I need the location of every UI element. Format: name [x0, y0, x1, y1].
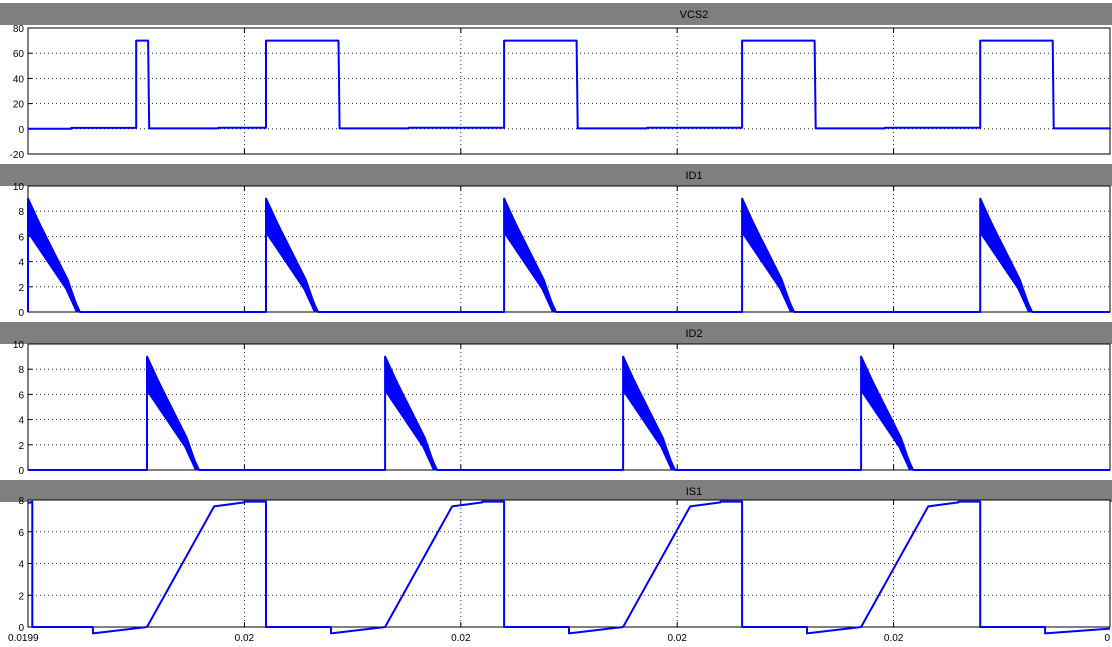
ripple-band	[623, 356, 675, 470]
ripple-band	[385, 356, 437, 470]
y-tick-label: 10	[13, 340, 25, 351]
y-tick-label: 2	[18, 591, 24, 602]
panel-title: VCS2	[680, 9, 709, 21]
x-tick-label: 0.02	[235, 633, 255, 644]
y-tick-label: 8	[18, 496, 24, 507]
ripple-band	[742, 198, 795, 312]
title-bar-2	[0, 164, 1112, 186]
y-tick-label: 60	[13, 49, 25, 60]
ripple-band	[861, 356, 914, 470]
y-tick-label: 4	[18, 416, 24, 427]
y-tick-label: 0	[18, 125, 24, 136]
y-tick-label: 0	[18, 308, 24, 319]
y-tick-label: -20	[10, 150, 25, 161]
x-tick-label: 0.02	[451, 633, 471, 644]
title-bar-4	[0, 480, 1112, 502]
panel-title: ID1	[685, 170, 702, 182]
y-tick-label: 2	[18, 283, 24, 294]
y-tick-label: 6	[18, 528, 24, 539]
y-tick-label: 0	[18, 466, 24, 477]
y-tick-label: 6	[18, 390, 24, 401]
ripple-band	[28, 198, 80, 312]
x-tick-label: 0	[1104, 633, 1110, 644]
y-tick-label: 6	[18, 232, 24, 243]
plot-area	[27, 27, 1111, 155]
plot-area	[27, 343, 1111, 471]
ripple-band	[504, 198, 556, 312]
ripple-band	[980, 198, 1033, 312]
y-tick-label: 4	[18, 560, 24, 571]
series-trace-IS1	[27, 500, 1111, 635]
x-tick-label: 0.02	[667, 633, 687, 644]
x-tick-label: 0.02	[884, 633, 904, 644]
y-tick-label: 40	[13, 74, 25, 85]
y-tick-label: 80	[13, 24, 25, 35]
y-tick-label: 2	[18, 441, 24, 452]
x-tick-label: 0.0199	[8, 633, 39, 644]
y-tick-label: 8	[18, 365, 24, 376]
y-tick-label: 4	[18, 258, 24, 269]
y-tick-label: 0	[18, 623, 24, 634]
plot-area	[27, 185, 1111, 313]
title-bar-3	[0, 322, 1112, 344]
title-bar-1	[0, 3, 1112, 25]
y-tick-label: 8	[18, 207, 24, 218]
y-tick-label: 20	[13, 100, 25, 111]
ripple-band	[147, 356, 199, 470]
panel-title: IS1	[686, 486, 703, 498]
ripple-band	[266, 198, 318, 312]
series-trace-VCS2	[28, 39, 1111, 130]
y-tick-label: 10	[13, 182, 25, 193]
panel-title: ID2	[685, 328, 702, 340]
